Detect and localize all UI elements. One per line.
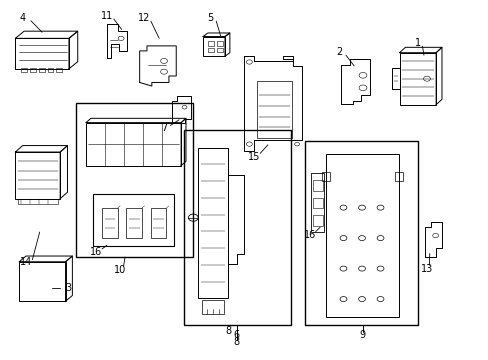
Text: 1: 1 xyxy=(414,38,420,48)
Bar xyxy=(76,103,193,257)
Bar xyxy=(18,199,58,204)
Bar xyxy=(305,140,417,325)
Text: 10: 10 xyxy=(114,265,126,275)
Text: 9: 9 xyxy=(359,330,365,340)
Text: 16: 16 xyxy=(304,230,316,239)
Bar xyxy=(203,37,224,56)
Bar xyxy=(326,154,398,317)
Text: 8: 8 xyxy=(225,326,231,336)
Bar xyxy=(93,194,173,246)
Bar xyxy=(198,148,228,298)
Text: 14: 14 xyxy=(20,257,32,267)
Bar xyxy=(312,215,322,226)
Text: 15: 15 xyxy=(247,152,260,162)
Bar xyxy=(86,123,181,166)
Text: 2: 2 xyxy=(336,46,342,57)
Bar xyxy=(312,198,322,208)
Text: 11: 11 xyxy=(101,11,113,21)
Bar xyxy=(183,130,290,325)
Bar xyxy=(312,180,322,191)
Text: 3: 3 xyxy=(65,283,71,293)
Bar xyxy=(56,68,62,72)
Text: 13: 13 xyxy=(420,264,432,274)
Bar xyxy=(216,48,222,52)
Bar xyxy=(39,68,44,72)
Bar xyxy=(102,208,118,238)
Bar xyxy=(310,173,324,232)
Bar xyxy=(19,262,65,301)
Bar xyxy=(30,68,36,72)
Bar xyxy=(321,172,330,181)
Bar xyxy=(399,53,435,105)
Bar xyxy=(15,39,69,69)
Bar xyxy=(21,68,27,72)
Bar xyxy=(47,68,53,72)
Text: 6: 6 xyxy=(233,330,239,340)
Text: 5: 5 xyxy=(207,13,213,23)
Bar xyxy=(257,81,292,138)
Bar xyxy=(207,48,213,52)
Bar xyxy=(202,300,224,315)
Text: 7: 7 xyxy=(161,123,167,133)
Bar xyxy=(126,208,142,238)
Text: 4: 4 xyxy=(20,13,26,23)
Bar xyxy=(216,41,222,45)
Text: 12: 12 xyxy=(138,13,150,23)
Text: 16: 16 xyxy=(90,247,102,257)
Bar xyxy=(207,41,213,45)
Text: 8: 8 xyxy=(233,337,239,347)
Bar xyxy=(15,152,60,199)
Bar xyxy=(394,172,403,181)
Bar xyxy=(151,208,166,238)
